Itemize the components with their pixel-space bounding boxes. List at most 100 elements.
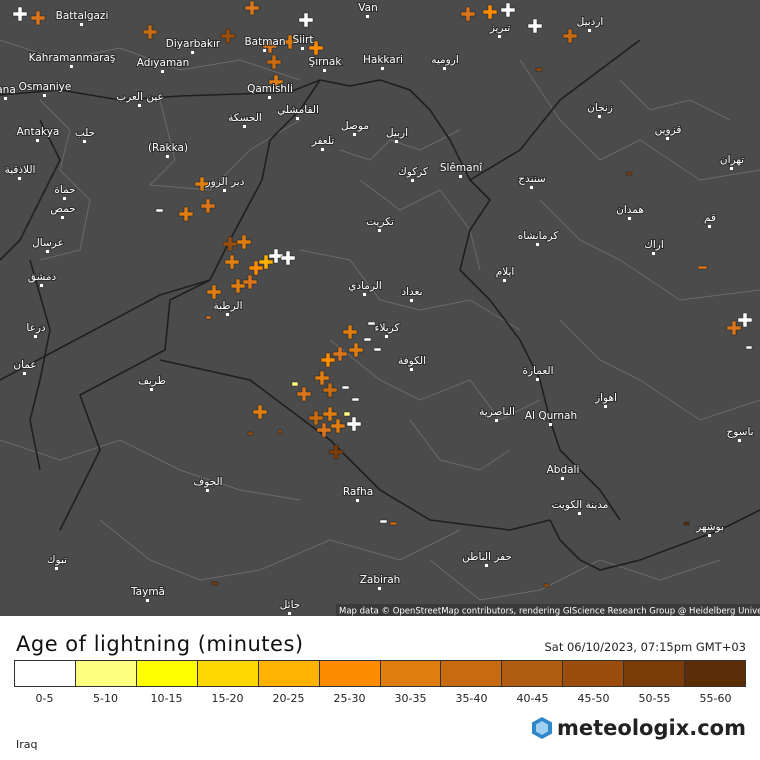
place-label: Al Qurnah [525,410,577,422]
place-dot [666,137,669,140]
place-label: Şırnak [309,56,343,68]
place-label: طريف [138,375,166,387]
place-label: تبوك [47,554,67,566]
legend-swatch [75,661,137,686]
place-dot [604,405,607,408]
legend-swatch [624,661,686,686]
place-label: الحسكة [228,112,262,124]
place-label: Rafha [343,486,373,498]
place-dot [150,388,153,391]
attribution-box [336,604,760,616]
brand: meteologix.com [531,716,746,740]
place-dot [628,217,631,220]
place-dot [536,243,539,246]
place-label: باسوج [726,426,753,438]
attribution: Map data © OpenStreetMap contributors, r… [339,607,760,617]
place-dot [206,489,209,492]
place-labels: Battalgazi Diyarbakır Batman Siirt Van Kahram… [0,1,755,615]
place-label: كرمانشاه [518,230,559,242]
place-label: عمان [13,359,36,371]
place-label: العمارة [522,365,553,377]
legend-label: 15-20 [211,692,244,705]
place-label: ايلام [496,266,515,278]
place-dot [23,372,26,375]
place-dot [378,587,381,590]
place-dot [161,70,164,73]
place-label: قزوين [655,124,682,136]
legend-swatch [380,661,442,686]
legend-label: 40-45 [516,692,549,705]
legend-label: 30-35 [394,692,427,705]
place-dot [730,167,733,170]
place-dot [18,177,21,180]
place-label: حماة [54,184,75,196]
place-label: بوشهر [695,521,724,533]
brand-name: meteologix.com [557,716,746,740]
place-dot [268,96,271,99]
place-dot [46,250,49,253]
place-label: القامشلي [277,104,319,116]
legend-label: 45-50 [577,692,610,705]
place-label: الكوفة [398,355,426,367]
place-label: كربلاء [375,322,400,334]
legend-label: 35-40 [455,692,488,705]
place-dot [378,229,381,232]
place-dot [353,133,356,136]
legend-swatch [15,661,76,686]
place-label: قم [704,212,716,224]
place-dot [36,139,39,142]
legend-swatch [502,661,564,686]
place-dot [708,225,711,228]
place-dot [80,23,83,26]
place-label: ارومیه [431,54,458,66]
place-label: Zabirah [360,574,401,586]
place-dot [588,29,591,32]
legend-label: 0-5 [35,692,54,705]
place-label: مدينة الكويت [552,499,609,511]
place-label: زنجان [587,102,613,114]
place-label: حمص [50,203,75,215]
place-dot [288,612,291,615]
place-label: Abdali [547,464,580,476]
map: Battalgazi Diyarbakır Batman Siirt Van Kahram… [0,0,760,616]
place-label: اهواز [594,392,617,404]
place-label: تهران [720,154,744,166]
place-dot [34,335,37,338]
legend-swatch [563,661,625,686]
place-dot [598,115,601,118]
place-dot [61,216,64,219]
place-label: سنندج [518,173,545,185]
place-dot [738,439,741,442]
place-dot [166,155,169,158]
place-label: الناصرية [479,406,515,418]
place-dot [395,140,398,143]
legend-swatch [319,661,381,686]
place-label: الجوف [193,476,222,488]
place-dot [263,49,266,52]
place-label: كركوك [398,166,428,178]
place-label: Qamishli [247,83,293,95]
place-dot [381,67,384,70]
place-label: Siirt [293,34,314,46]
place-dot [366,15,369,18]
province-lines [0,39,760,601]
place-label: دمشق [28,271,57,283]
place-dot [138,104,141,107]
place-dot [55,567,58,570]
place-label: دير الزور [205,176,245,188]
place-label: همدان [616,204,644,216]
timestamp: Sat 06/10/2023, 07:15pm GMT+03 [544,640,746,654]
place-label: حلب [75,127,95,139]
place-dot [321,148,324,151]
place-dot [243,125,246,128]
place-dot [43,94,46,97]
legend-swatch [685,661,746,686]
country-borders [0,39,760,571]
legend-swatch [258,661,320,686]
place-label: درعا [26,322,46,334]
region: Iraq [16,738,38,751]
place-dot [708,534,711,537]
place-dot [549,423,552,426]
place-dot [363,293,366,296]
